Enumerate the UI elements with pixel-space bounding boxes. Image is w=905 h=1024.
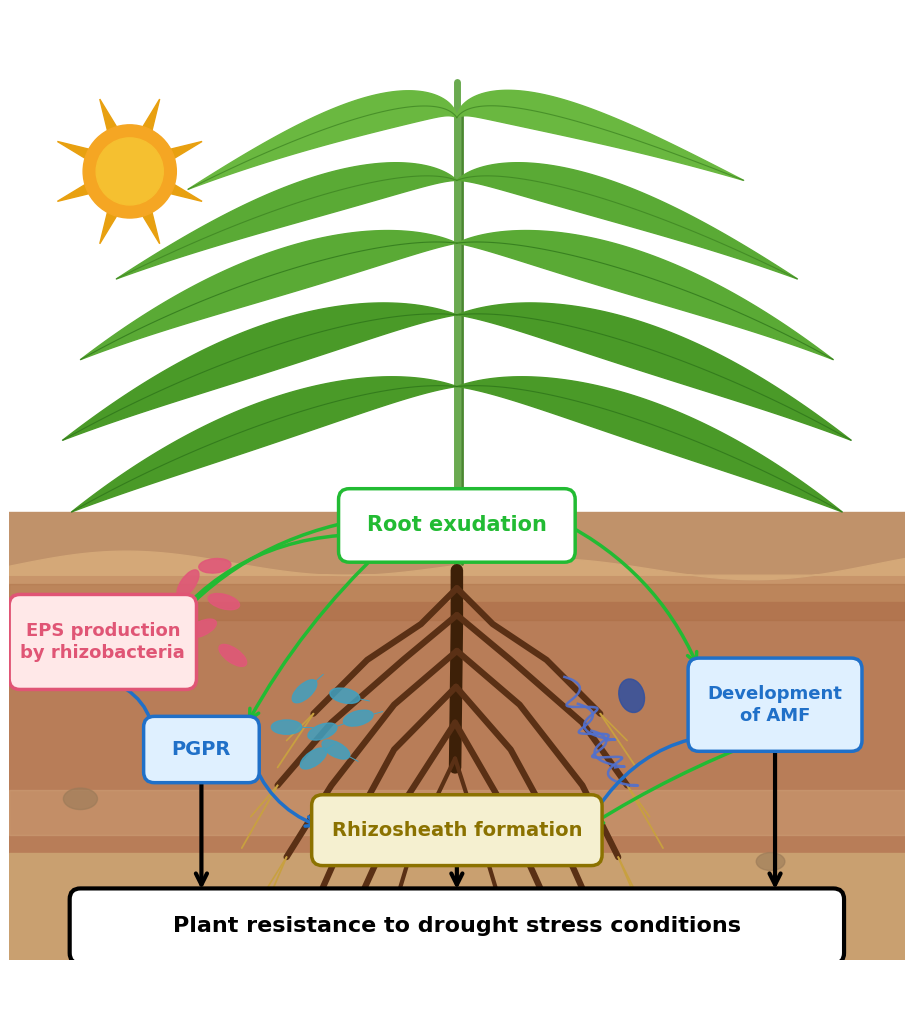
Polygon shape	[457, 230, 834, 359]
Ellipse shape	[329, 688, 360, 703]
Ellipse shape	[208, 594, 240, 609]
Bar	[9, 566, 905, 961]
Text: Plant resistance to drought stress conditions: Plant resistance to drought stress condi…	[173, 916, 741, 936]
Text: EPS production
by rhizobacteria: EPS production by rhizobacteria	[21, 622, 186, 663]
Ellipse shape	[308, 723, 337, 740]
Ellipse shape	[343, 711, 373, 726]
Polygon shape	[457, 377, 843, 512]
Ellipse shape	[199, 558, 231, 573]
Text: PGPR: PGPR	[172, 740, 231, 759]
Polygon shape	[457, 163, 797, 279]
Polygon shape	[116, 163, 457, 279]
Text: Development
of AMF: Development of AMF	[708, 685, 843, 725]
FancyBboxPatch shape	[9, 595, 196, 689]
FancyBboxPatch shape	[70, 889, 844, 964]
Polygon shape	[167, 141, 202, 161]
Polygon shape	[62, 303, 457, 440]
Bar	[9, 602, 905, 961]
FancyBboxPatch shape	[311, 795, 602, 865]
Ellipse shape	[63, 788, 98, 810]
Polygon shape	[81, 230, 457, 359]
Ellipse shape	[292, 680, 317, 702]
Polygon shape	[100, 99, 119, 135]
Polygon shape	[167, 182, 202, 202]
Polygon shape	[100, 208, 119, 244]
Ellipse shape	[619, 679, 644, 713]
Ellipse shape	[322, 740, 349, 759]
Polygon shape	[457, 90, 744, 180]
Bar	[9, 853, 905, 961]
Polygon shape	[140, 99, 159, 135]
Ellipse shape	[757, 853, 785, 870]
FancyBboxPatch shape	[144, 717, 259, 782]
Ellipse shape	[219, 644, 247, 667]
FancyBboxPatch shape	[338, 488, 576, 562]
Ellipse shape	[186, 620, 216, 638]
Ellipse shape	[272, 720, 301, 734]
Polygon shape	[57, 182, 93, 202]
Polygon shape	[71, 377, 457, 512]
Polygon shape	[57, 141, 93, 161]
Ellipse shape	[300, 748, 327, 769]
Circle shape	[96, 138, 163, 205]
Polygon shape	[188, 91, 457, 189]
Circle shape	[83, 125, 176, 218]
FancyBboxPatch shape	[688, 658, 862, 752]
Polygon shape	[457, 303, 852, 440]
Text: Root exudation: Root exudation	[367, 515, 547, 536]
Polygon shape	[140, 208, 159, 244]
Ellipse shape	[177, 570, 199, 598]
Text: Rhizosheath formation: Rhizosheath formation	[331, 820, 582, 840]
Bar	[9, 63, 905, 566]
